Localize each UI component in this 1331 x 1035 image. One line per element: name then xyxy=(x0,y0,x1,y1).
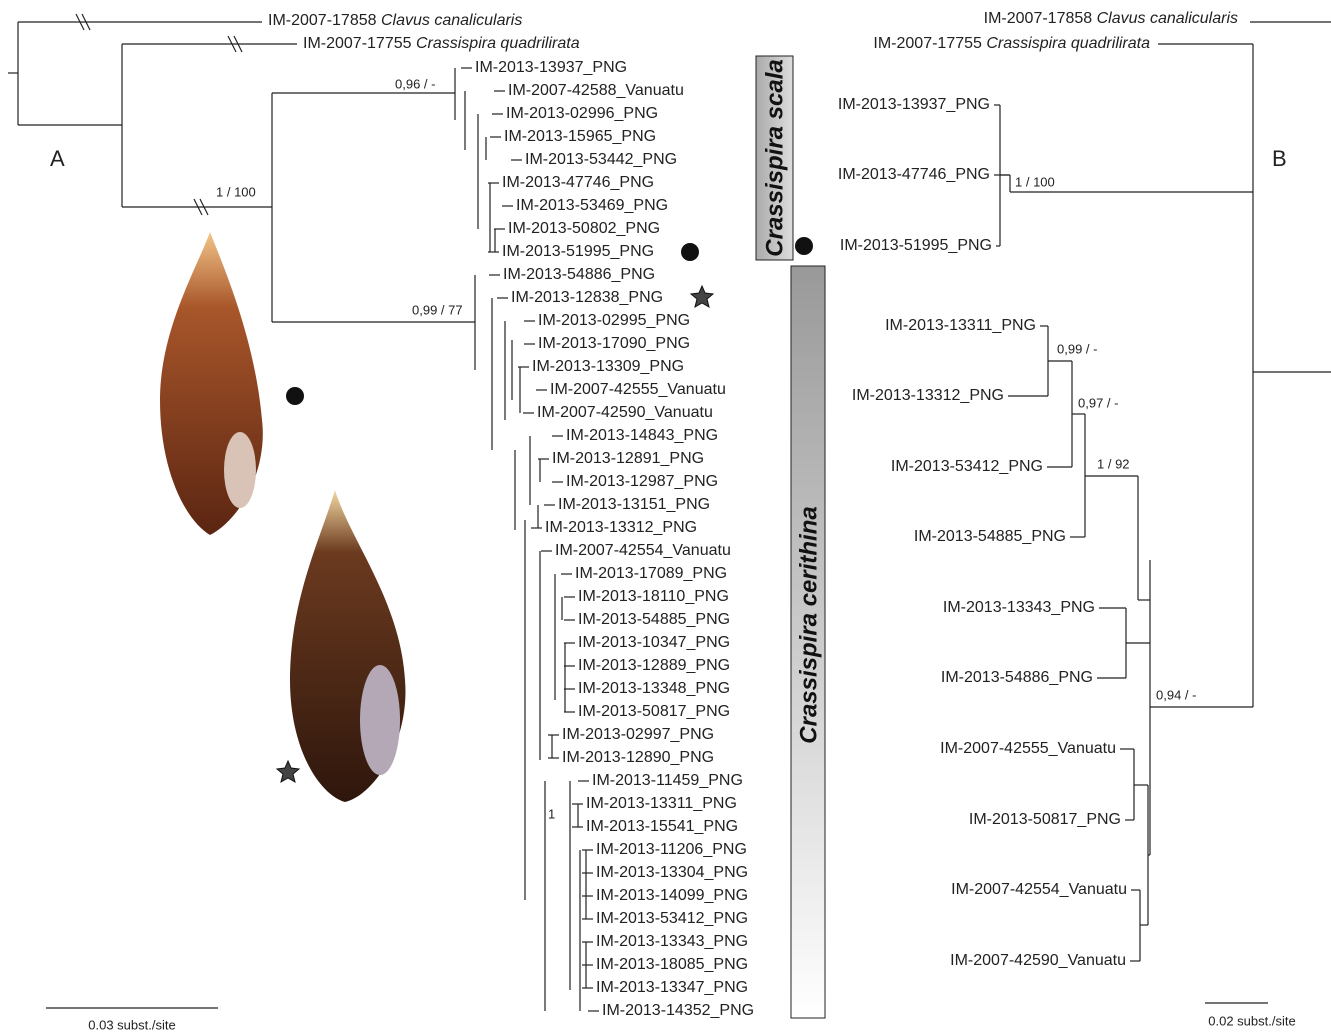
outgroup-label: IM-2007-17858 Clavus canalicularis xyxy=(984,10,1238,27)
species-name: Clavus canalicularis xyxy=(381,12,522,29)
tip-label: IM-2007-42590_Vanuatu xyxy=(537,404,713,421)
shell-aperture xyxy=(360,665,400,775)
tip-label: IM-2013-17090_PNG xyxy=(538,335,690,352)
marker-dot xyxy=(681,243,699,261)
tip-label: IM-2013-13311_PNG xyxy=(885,317,1036,334)
tip-label: IM-2013-15965_PNG xyxy=(504,128,656,145)
panel-label: B xyxy=(1272,146,1287,171)
tip-label: IM-2013-47746_PNG xyxy=(502,174,654,191)
shell-aperture xyxy=(224,432,256,508)
tip-label: IM-2007-42554_Vanuatu xyxy=(951,881,1127,898)
outgroup-label: IM-2007-17755 Crassispira quadrilirata xyxy=(873,35,1150,52)
tip-label: IM-2013-13937_PNG xyxy=(475,59,627,76)
tip-label: IM-2013-13312_PNG xyxy=(852,387,1004,404)
support-value: 0,94 / - xyxy=(1156,687,1196,702)
tip-label: IM-2007-42554_Vanuatu xyxy=(555,542,731,559)
outgroup-label: IM-2007-17858 Clavus canalicularis xyxy=(268,12,522,29)
tip-label: IM-2013-18085_PNG xyxy=(596,956,748,973)
specimen-id: IM-2007-17858 xyxy=(984,10,1093,27)
support-value: 1 / 92 xyxy=(1097,456,1130,471)
tip-label: IM-2013-53412_PNG xyxy=(596,910,748,927)
support-value: 0,99 / - xyxy=(1057,341,1097,356)
outgroup-label: IM-2007-17755 Crassispira quadrilirata xyxy=(303,35,580,52)
tip-label: IM-2013-13151_PNG xyxy=(558,496,710,513)
tip-label: IM-2013-13343_PNG xyxy=(596,933,748,950)
specimen-id: IM-2007-17755 xyxy=(873,35,982,52)
tip-label: IM-2013-15541_PNG xyxy=(586,818,738,835)
species-name: Clavus canalicularis xyxy=(1097,10,1238,27)
tip-label: IM-2013-10347_PNG xyxy=(578,634,730,651)
tip-label: IM-2013-50802_PNG xyxy=(508,220,660,237)
tip-label: IM-2013-14099_PNG xyxy=(596,887,748,904)
tip-label: IM-2013-11459_PNG xyxy=(592,772,743,789)
tip-label: IM-2013-54886_PNG xyxy=(941,669,1093,686)
support-value: 1 / 100 xyxy=(1015,174,1055,189)
marker-star xyxy=(691,286,713,307)
tip-label: IM-2013-47746_PNG xyxy=(838,166,990,183)
tip-label: IM-2013-12838_PNG xyxy=(511,289,663,306)
tip-label: IM-2013-13343_PNG xyxy=(943,599,1095,616)
tip-label: IM-2007-42555_Vanuatu xyxy=(550,381,726,398)
tip-label: IM-2013-12890_PNG xyxy=(562,749,714,766)
phylogeny-figure: Crassispira scala Crassispira cerithina … xyxy=(0,0,1331,1035)
tip-label: IM-2013-13309_PNG xyxy=(532,358,684,375)
support-value: 1 / 100 xyxy=(216,184,256,199)
tip-label: IM-2013-13348_PNG xyxy=(578,680,730,697)
panel-label: A xyxy=(50,146,65,171)
tip-label: IM-2013-13937_PNG xyxy=(838,96,990,113)
tip-label: IM-2013-50817_PNG xyxy=(969,811,1121,828)
tip-label: IM-2013-13311_PNG xyxy=(586,795,737,812)
support-value: 0,99 / 77 xyxy=(412,302,463,317)
marker-star xyxy=(277,761,299,782)
marker-dot xyxy=(286,387,304,405)
tip-label: IM-2013-13347_PNG xyxy=(596,979,748,996)
tip-label: IM-2013-11206_PNG xyxy=(596,841,747,858)
tip-label: IM-2007-42590_Vanuatu xyxy=(950,952,1126,969)
specimen-id: IM-2007-17858 xyxy=(268,12,377,29)
tip-label: IM-2013-12987_PNG xyxy=(566,473,718,490)
species-name: Crassispira quadrilirata xyxy=(416,35,580,52)
scale-label: 0.03 subst./site xyxy=(88,1017,175,1032)
tip-label: IM-2013-54885_PNG xyxy=(578,611,730,628)
tip-label: IM-2013-12891_PNG xyxy=(552,450,704,467)
support-value: 0,96 / - xyxy=(395,76,435,91)
scale-label: 0.02 subst./site xyxy=(1208,1013,1295,1028)
tip-label: IM-2013-17089_PNG xyxy=(575,565,727,582)
tip-label: IM-2013-54886_PNG xyxy=(503,266,655,283)
tip-label: IM-2013-18110_PNG xyxy=(578,588,729,605)
tip-label: IM-2013-53469_PNG xyxy=(516,197,668,214)
tip-label: IM-2013-13312_PNG xyxy=(545,519,697,536)
specimen-id: IM-2007-17755 xyxy=(303,35,412,52)
tip-label: IM-2013-02996_PNG xyxy=(506,105,658,122)
tip-label: IM-2013-54885_PNG xyxy=(914,528,1066,545)
tip-label: IM-2013-53412_PNG xyxy=(891,458,1043,475)
clade-label: Crassispira cerithina xyxy=(795,506,822,743)
support-value: 1 xyxy=(548,806,555,821)
tip-label: IM-2013-50817_PNG xyxy=(578,703,730,720)
tip-label: IM-2013-02997_PNG xyxy=(562,726,714,743)
tip-label: IM-2013-12889_PNG xyxy=(578,657,730,674)
tip-label: IM-2013-14352_PNG xyxy=(602,1002,754,1019)
support-value: 0,97 / - xyxy=(1078,395,1118,410)
tip-label: IM-2013-51995_PNG xyxy=(502,243,654,260)
tip-label: IM-2013-13304_PNG xyxy=(596,864,748,881)
marker-dot xyxy=(795,237,813,255)
tip-label: IM-2013-51995_PNG xyxy=(840,237,992,254)
species-name: Crassispira quadrilirata xyxy=(986,35,1150,52)
tip-label: IM-2007-42588_Vanuatu xyxy=(508,82,684,99)
tip-label: IM-2013-53442_PNG xyxy=(525,151,677,168)
tip-label: IM-2013-02995_PNG xyxy=(538,312,690,329)
clade-label: Crassispira scala xyxy=(761,59,788,256)
tip-label: IM-2013-14843_PNG xyxy=(566,427,718,444)
tip-label: IM-2007-42555_Vanuatu xyxy=(940,740,1116,757)
